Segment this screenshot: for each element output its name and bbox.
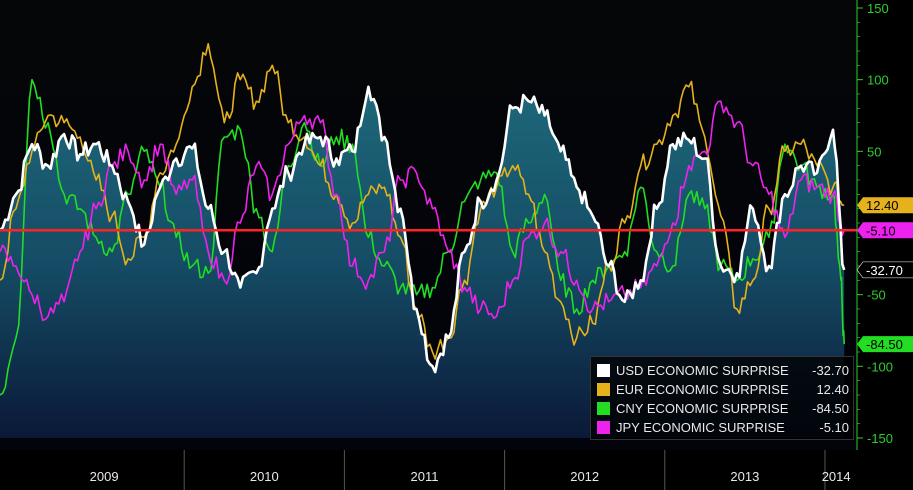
value-tag-label-jpy: -5.10 [866, 223, 896, 238]
x-tick-label-2013: 2013 [730, 469, 759, 484]
y-tick-label-100: 100 [867, 73, 889, 88]
legend: USD ECONOMIC SURPRISE -32.70 EUR ECONOMI… [590, 356, 854, 440]
legend-row-eur: EUR ECONOMIC SURPRISE 12.40 [597, 380, 849, 399]
legend-swatch-cny [597, 402, 610, 415]
value-tag-jpy [857, 222, 913, 239]
legend-value-cny: -84.50 [812, 401, 849, 416]
value-tag-eur [857, 197, 913, 214]
series-line-jpy [0, 100, 845, 322]
legend-row-cny: CNY ECONOMIC SURPRISE -84.50 [597, 399, 849, 418]
value-tag-label-cny: -84.50 [866, 337, 903, 352]
legend-row-usd: USD ECONOMIC SURPRISE -32.70 [597, 361, 849, 380]
legend-swatch-usd [597, 364, 610, 377]
x-tick-label-2012: 2012 [570, 469, 599, 484]
value-tag-usd [856, 261, 913, 279]
legend-swatch-eur [597, 383, 610, 396]
value-tag-label-eur: 12.40 [866, 198, 899, 213]
legend-swatch-jpy [597, 421, 610, 434]
series-fill-usd [0, 86, 845, 439]
x-tick-label-2014: 2014 [822, 469, 851, 484]
legend-label-usd: USD ECONOMIC SURPRISE [616, 363, 789, 378]
legend-label-jpy: JPY ECONOMIC SURPRISE [616, 420, 785, 435]
x-tick-label-2009: 2009 [90, 469, 119, 484]
series-line-usd [0, 85, 846, 374]
legend-value-eur: 12.40 [816, 382, 849, 397]
legend-row-jpy: JPY ECONOMIC SURPRISE -5.10 [597, 418, 849, 437]
x-tick-label-2011: 2011 [411, 469, 439, 484]
y-tick-label--100: -100 [867, 359, 893, 374]
y-tick-label--150: -150 [867, 431, 893, 446]
value-tag-label-usd: -32.70 [866, 263, 903, 278]
legend-value-jpy: -5.10 [819, 420, 849, 435]
y-tick-label--50: -50 [867, 288, 886, 303]
legend-label-eur: EUR ECONOMIC SURPRISE [616, 382, 789, 397]
y-tick-label-50: 50 [867, 144, 881, 159]
value-tag-cny [857, 336, 913, 353]
y-tick-label-150: 150 [867, 1, 889, 16]
x-tick-label-2010: 2010 [250, 469, 279, 484]
legend-label-cny: CNY ECONOMIC SURPRISE [616, 401, 789, 416]
legend-value-usd: -32.70 [812, 363, 849, 378]
